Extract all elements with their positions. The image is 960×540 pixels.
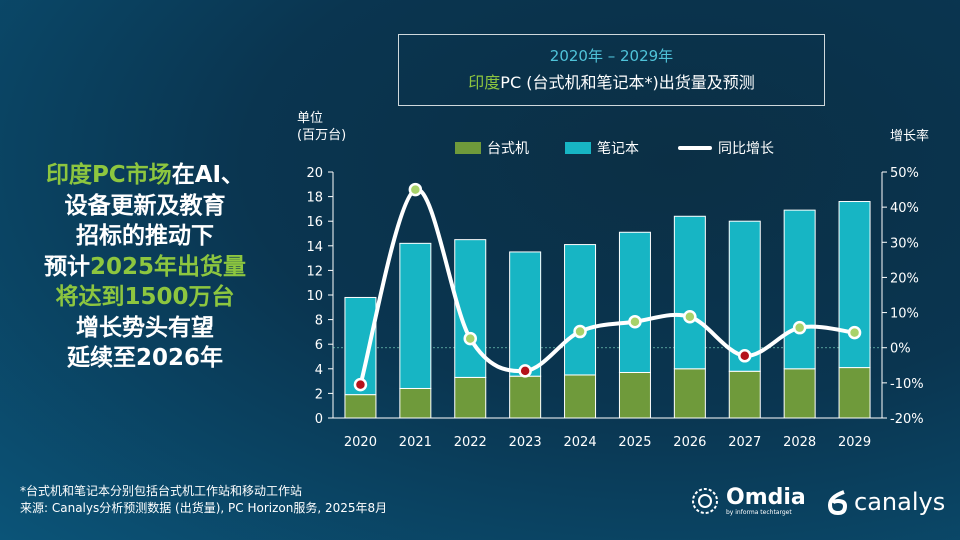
x-tick-label: 2024: [564, 435, 597, 450]
bar-notebook-2021: [399, 242, 432, 389]
growth-line: [358, 187, 855, 386]
bar-desktop-2028: [783, 368, 816, 419]
legend-growth: 同比增长: [678, 138, 774, 158]
bar-desktop-2023: [509, 375, 542, 419]
growth-point-2025: [628, 314, 642, 329]
growth-point-2024: [573, 324, 587, 339]
y-tick-label: 12: [306, 264, 323, 279]
y2-tick-label: 40%: [890, 201, 919, 216]
y-axis-label: 单位 (百万台): [297, 111, 347, 143]
growth-point-2022: [463, 331, 477, 346]
y-tick-label: 0: [315, 412, 323, 427]
canalys-logo: canalys: [826, 488, 945, 516]
growth-point-2023: [518, 364, 532, 378]
bar-notebook-2026: [673, 215, 706, 370]
headline-line: 设备更新及教育: [64, 192, 226, 219]
footnote: *台式机和笔记本分别包括台式机工作站和移动工作站 来源: Canalys分析预测…: [20, 483, 387, 517]
x-tick-label: 2028: [783, 435, 816, 450]
headline: 印度PC市场在AI、 设备更新及教育 招标的推动下预计2025年出货量 将达到1500…: [20, 160, 270, 374]
bar-notebook-2029: [838, 201, 871, 369]
chart-title: 印度PC (台式机和笔记本*)出货量及预测: [468, 73, 755, 92]
y2-tick-label: -10%: [890, 377, 924, 392]
chart-title-years: 2020年 – 2029年: [549, 47, 674, 65]
canalys-logo-icon: [827, 490, 848, 515]
x-tick-label: 2027: [728, 435, 761, 450]
y2-tick-label: 0%: [890, 342, 911, 357]
growth-point-2021: [408, 182, 423, 197]
bar-notebook-2028: [783, 209, 816, 370]
bar-notebook-2027: [728, 220, 761, 372]
bar-notebook-2025: [618, 231, 651, 373]
bar-desktop-2021: [399, 387, 432, 419]
headline-line: 招标的推动下: [76, 223, 214, 249]
headline-line: 印度PC市场在AI、: [45, 162, 245, 188]
x-tick-label: 2023: [509, 435, 542, 450]
growth-point-2029: [847, 325, 862, 340]
x-tick-label: 2021: [399, 435, 432, 450]
y-tick-label: 20: [306, 166, 323, 181]
bar-notebook-2023: [509, 251, 542, 377]
y2-tick-label: 10%: [890, 307, 919, 322]
growth-point-2027: [738, 349, 752, 363]
headline-line: 预计2025年出货量: [43, 253, 246, 280]
y-tick-label: 10: [306, 289, 323, 304]
x-tick-label: 2020: [344, 435, 377, 450]
bar-desktop-2022: [454, 376, 487, 419]
chart-title-box: 2020年 – 2029年 印度PC (台式机和笔记本*)出货量及预测: [398, 34, 825, 106]
legend-desktop: 台式机: [455, 138, 529, 158]
bar-desktop-2027: [728, 370, 761, 419]
omdia-logo-icon: [692, 488, 718, 514]
y2-tick-label: 50%: [890, 166, 919, 181]
headline-line: 将达到1500万台: [55, 284, 235, 310]
x-tick-label: 2026: [673, 435, 706, 450]
bar-desktop-2026: [673, 368, 706, 419]
y-tick-label: 14: [306, 240, 323, 255]
y-tick-label: 8: [315, 314, 323, 329]
bar-desktop-2025: [618, 371, 651, 419]
headline-line: 增长势头有望: [76, 314, 214, 341]
x-tick-label: 2022: [454, 435, 487, 450]
growth-point-2026: [683, 310, 697, 324]
x-tick-label: 2025: [618, 435, 651, 450]
y2-tick-label: -20%: [890, 412, 924, 427]
y-tick-label: 16: [306, 215, 323, 230]
headline-line: 延续至2026年: [66, 345, 223, 371]
footnote-source: 来源: Canalys分析预测数据 (出货量), PC Horizon服务, 2…: [20, 501, 388, 515]
footnote-note: *台式机和笔记本分别包括台式机工作站和移动工作站: [20, 484, 303, 498]
bar-notebook-2024: [564, 244, 597, 376]
y2-tick-label: 20%: [890, 271, 919, 286]
y2-axis-label: 增长率: [890, 129, 930, 144]
omdia-logo: Omdia by informa techtarget: [690, 486, 806, 516]
y-tick-label: 4: [315, 363, 323, 378]
bar-desktop-2020: [344, 394, 377, 419]
y-tick-label: 6: [315, 338, 323, 353]
bar-desktop-2024: [564, 374, 597, 419]
y-tick-label: 18: [306, 191, 323, 206]
growth-point-2020: [353, 377, 368, 392]
growth-point-2028: [792, 320, 807, 335]
legend-notebook: 笔记本: [565, 138, 639, 158]
bar-desktop-2029: [838, 367, 871, 419]
x-tick-label: 2029: [838, 435, 871, 450]
y2-tick-label: 30%: [890, 236, 919, 251]
y-tick-label: 2: [315, 387, 323, 402]
